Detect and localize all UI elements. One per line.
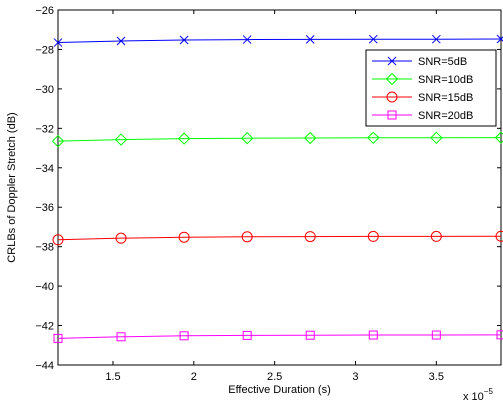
data-point bbox=[178, 231, 190, 243]
data-point-stroke bbox=[179, 35, 189, 45]
data-point bbox=[240, 131, 254, 145]
data-point bbox=[367, 230, 379, 242]
data-point bbox=[114, 133, 128, 146]
data-point bbox=[53, 333, 63, 343]
data-point bbox=[242, 330, 252, 340]
legend-label: SNR=10dB bbox=[418, 74, 473, 86]
series-line bbox=[57, 38, 502, 44]
data-point bbox=[304, 131, 317, 145]
x-axis-exponent-power: −5 bbox=[484, 387, 494, 396]
y-tick-label: −40 bbox=[35, 281, 54, 293]
data-point bbox=[52, 234, 64, 246]
y-axis-title: CRLBs of Doppler Stretch (dB) bbox=[6, 112, 18, 262]
y-tick-label: −26 bbox=[35, 5, 54, 17]
legend-label: SNR=5dB bbox=[418, 56, 467, 68]
x-axis-exponent: x 10−5 bbox=[463, 387, 493, 403]
legend-item: SNR=20dB bbox=[372, 110, 473, 122]
data-point bbox=[495, 230, 503, 242]
data-point-stroke bbox=[242, 35, 252, 44]
x-tick-label: 3 bbox=[352, 371, 358, 383]
data-point-stroke bbox=[53, 38, 63, 47]
legend-label: SNR=20dB bbox=[418, 110, 473, 122]
data-point bbox=[241, 231, 253, 243]
legend: SNR=5dB SNR=10dB SNR=15dB SNR=20dB bbox=[365, 49, 497, 127]
data-point bbox=[179, 35, 189, 45]
data-point bbox=[51, 134, 65, 148]
data-point bbox=[53, 38, 63, 47]
x-axis: 1.5 2 2.5 3 3.5 bbox=[105, 10, 444, 383]
data-point bbox=[305, 35, 315, 44]
data-point bbox=[305, 330, 315, 340]
series-SNR=5dB bbox=[53, 34, 503, 47]
data-point bbox=[368, 330, 378, 340]
legend-marker bbox=[387, 110, 397, 120]
y-tick-label: −42 bbox=[35, 321, 54, 333]
y-tick-label: −30 bbox=[35, 84, 54, 96]
data-point bbox=[179, 331, 189, 341]
legend-marker-stroke bbox=[387, 56, 397, 66]
data-point bbox=[242, 35, 252, 44]
series-SNR=15dB bbox=[52, 230, 503, 246]
data-point-stroke bbox=[305, 35, 315, 44]
y-tick-label: −44 bbox=[35, 360, 54, 372]
data-point bbox=[494, 131, 503, 144]
y-axis: −44 −42 −40 −38 −36 −34 −32 −30 −28 −26 bbox=[35, 5, 501, 372]
y-tick-label: −36 bbox=[35, 202, 54, 214]
data-point bbox=[430, 230, 442, 242]
y-tick-label: −38 bbox=[35, 242, 54, 254]
series-line bbox=[57, 235, 502, 241]
x-tick-label: 3.5 bbox=[429, 371, 444, 383]
data-point bbox=[496, 330, 503, 340]
legend-item: SNR=5dB bbox=[372, 56, 467, 68]
y-tick-label: −34 bbox=[35, 163, 54, 175]
series-layer bbox=[51, 34, 503, 343]
legend-marker bbox=[387, 56, 397, 66]
data-point-stroke bbox=[116, 36, 126, 46]
data-point bbox=[116, 36, 126, 46]
data-point bbox=[367, 131, 380, 145]
series-line bbox=[57, 137, 502, 142]
x-tick-label: 2.5 bbox=[267, 371, 282, 383]
x-axis-exponent-base: x 10 bbox=[463, 391, 484, 403]
data-point-stroke bbox=[431, 34, 441, 44]
x-axis-title: Effective Duration (s) bbox=[228, 384, 331, 396]
x-tick-label: 2 bbox=[191, 371, 197, 383]
legend-item: SNR=15dB bbox=[372, 91, 473, 104]
data-point-stroke bbox=[496, 36, 503, 44]
legend-label: SNR=15dB bbox=[418, 92, 473, 104]
y-tick-label: −32 bbox=[35, 123, 54, 135]
data-point bbox=[430, 131, 443, 145]
data-point bbox=[368, 34, 378, 44]
data-point bbox=[116, 332, 126, 342]
legend-marker bbox=[386, 91, 398, 103]
series-line bbox=[57, 334, 502, 339]
data-point bbox=[177, 132, 191, 145]
series-SNR=10dB bbox=[51, 131, 503, 148]
data-point bbox=[304, 231, 316, 243]
data-point bbox=[431, 330, 441, 340]
data-point bbox=[115, 232, 127, 244]
data-point bbox=[431, 34, 441, 44]
data-point bbox=[496, 34, 503, 44]
y-tick-label: −28 bbox=[35, 44, 54, 56]
x-tick-label: 1.5 bbox=[105, 371, 120, 383]
series-SNR=20dB bbox=[53, 330, 503, 343]
data-point-stroke bbox=[368, 34, 378, 44]
legend-item: SNR=10dB bbox=[372, 72, 473, 86]
legend-marker bbox=[385, 72, 399, 86]
